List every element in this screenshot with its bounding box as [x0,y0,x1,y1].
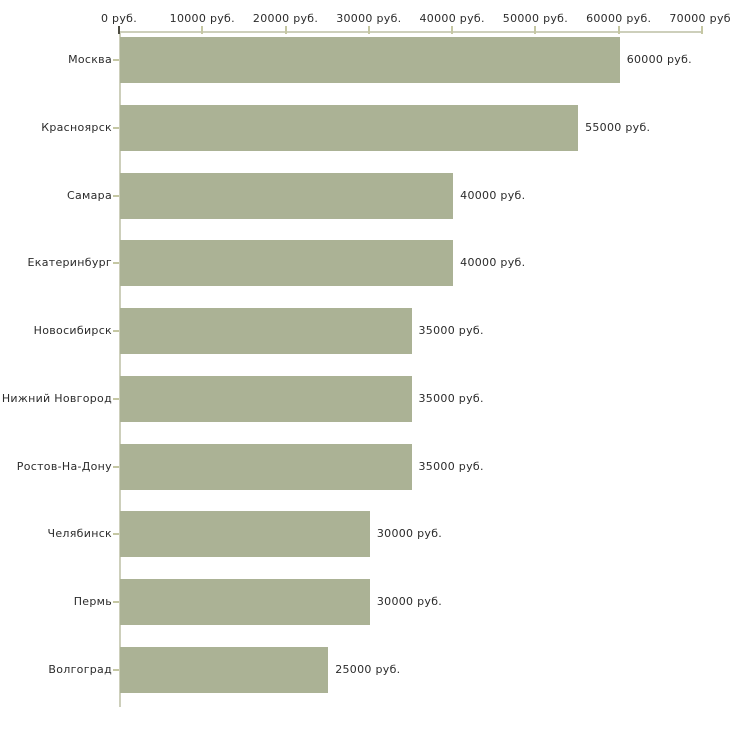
category-tick-mark [113,59,119,61]
value-label: 35000 руб. [418,324,484,337]
value-label: 40000 руб. [460,256,526,270]
category-tick-mark [113,533,119,536]
x-tick-mark [617,26,620,34]
x-axis-line [119,31,703,33]
category-label: Ростов-На-Дону [16,459,112,473]
bar [120,646,329,693]
value-label: 40000 руб. [460,188,526,202]
category-tick-mark [113,668,119,671]
category-tick-mark [113,465,119,468]
x-tick-label: 40000 руб. [419,12,485,25]
bar [120,240,454,287]
x-tick-label: 10000 руб. [169,12,235,25]
bar [120,511,370,558]
bar [120,443,412,490]
category-label: Красноярск [41,120,112,134]
value-label: 55000 руб. [585,120,651,134]
value-label: 30000 руб. [376,527,443,541]
x-tick-mark [451,26,454,34]
x-tick-mark [367,26,370,34]
x-tick-mark [701,26,703,34]
category-label: Самара [67,188,112,202]
x-tick-label: 30000 руб. [336,12,402,25]
x-tick-mark [118,26,120,34]
value-label: 60000 руб. [626,53,692,66]
x-tick-label: 0 руб. [100,12,138,25]
bar [120,37,620,83]
x-tick-label: 20000 руб. [252,12,319,25]
bar [120,104,579,151]
category-label: Челябинск [47,527,112,541]
x-tick-label: 60000 руб. [586,12,652,25]
category-label: Москва [68,53,112,66]
value-label: 25000 руб. [335,662,401,676]
category-tick-mark [113,330,119,332]
value-label: 30000 руб. [376,595,443,608]
category-label: Новосибирск [33,324,112,337]
value-label: 35000 руб. [418,459,484,473]
category-label: Екатеринбург [27,256,112,270]
category-tick-mark [113,397,119,400]
bar [120,579,370,625]
category-tick-mark [113,126,119,129]
category-label: Волгоград [48,662,112,676]
category-label: Пермь [73,595,112,608]
x-tick-mark [201,26,204,34]
value-label: 35000 руб. [418,391,484,405]
category-label: Нижний Новгород [1,391,112,405]
bar [120,308,412,354]
x-tick-mark [284,26,287,34]
x-tick-mark [534,26,537,34]
bar [120,172,454,219]
category-tick-mark [113,194,119,197]
x-tick-label: 50000 руб. [502,12,569,25]
x-tick-label: 70000 руб. [669,12,730,25]
y-axis-line [119,31,121,707]
category-tick-mark [113,601,119,603]
category-tick-mark [113,262,119,265]
bar [120,375,412,422]
